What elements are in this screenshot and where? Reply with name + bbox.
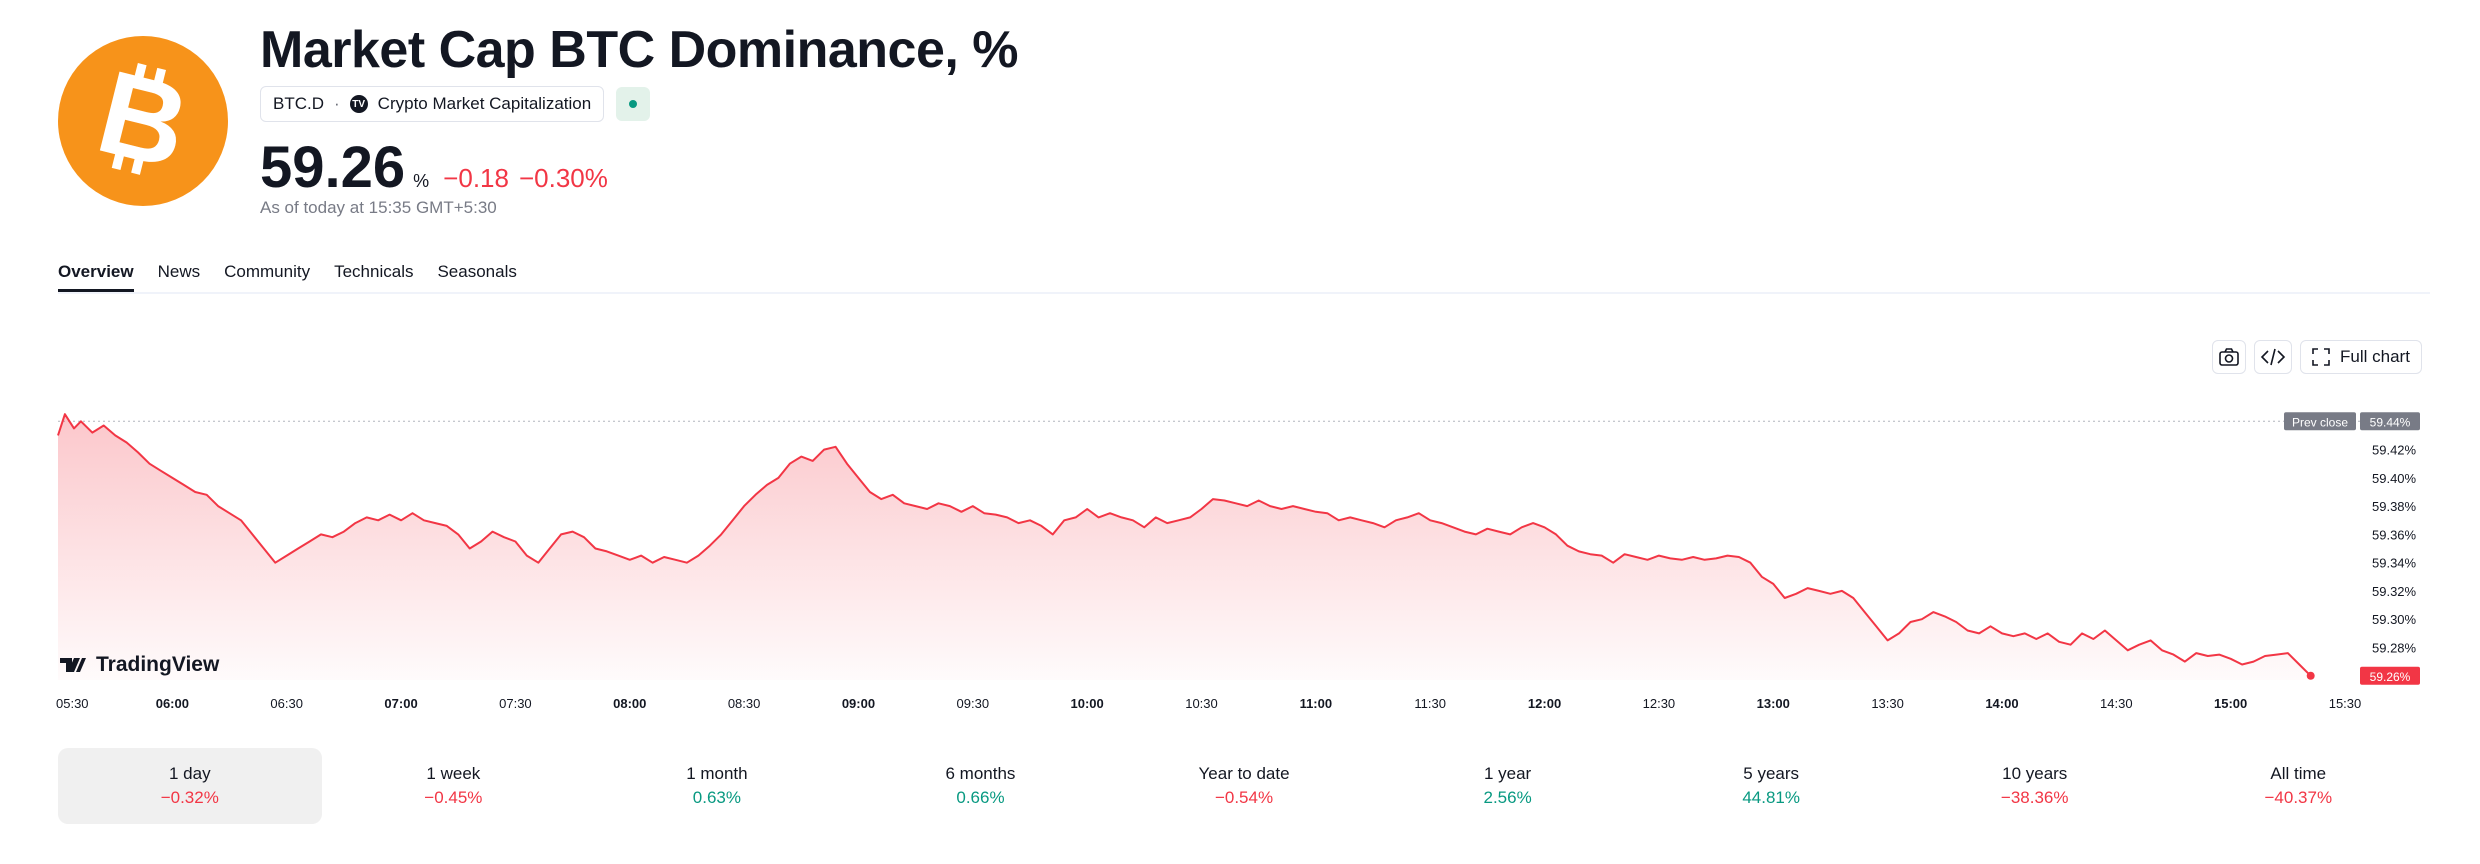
y-tick-label: 59.34%: [2372, 556, 2417, 571]
change-absolute: −0.18: [443, 163, 509, 193]
full-chart-button[interactable]: Full chart: [2300, 340, 2422, 374]
period-label: 6 months: [945, 764, 1016, 783]
price-unit: %: [413, 171, 430, 191]
x-tick-label: 07:00: [384, 696, 417, 711]
x-tick-label: 06:30: [270, 696, 303, 711]
x-tick-label: 10:00: [1071, 696, 1104, 711]
separator: ·: [334, 94, 340, 113]
section-tabs: Overview News Community Technicals Seaso…: [58, 262, 2430, 294]
period-1-day[interactable]: 1 day −0.32%: [58, 748, 322, 824]
period-1-week[interactable]: 1 week −0.45%: [322, 748, 586, 824]
period-1-month[interactable]: 1 month 0.63%: [585, 748, 849, 824]
code-icon: [2260, 348, 2286, 366]
period-value: −0.54%: [1214, 788, 1274, 807]
embed-button[interactable]: [2254, 340, 2292, 374]
bitcoin-logo-icon: B: [58, 36, 228, 206]
last-price-badge: [2360, 666, 2420, 685]
period-label: 1 year: [1483, 764, 1532, 783]
prev-close-badge: [2284, 412, 2356, 431]
period-5-years[interactable]: 5 years 44.81%: [1639, 748, 1903, 824]
prev-close-label: Prev close: [2292, 415, 2348, 429]
period-value: −40.37%: [2264, 788, 2333, 807]
period-label: All time: [2270, 764, 2327, 783]
market-status-badge[interactable]: [616, 87, 651, 121]
price-series-line: [57, 413, 2312, 677]
x-tick-label: 12:00: [1528, 696, 1561, 711]
period-value: −0.45%: [424, 788, 483, 807]
tradingview-mark: [60, 658, 86, 672]
change-percent: −0.30%: [518, 163, 608, 193]
x-tick-label: 09:30: [957, 696, 990, 711]
fullscreen-icon: [2312, 348, 2330, 366]
period-6-months[interactable]: 6 months 0.66%: [849, 748, 1113, 824]
period-value: 44.81%: [1742, 788, 1800, 807]
y-tick-label: 59.42%: [2372, 443, 2417, 458]
y-tick-label: 59.36%: [2372, 527, 2417, 542]
period-label: Year to date: [1198, 764, 1290, 783]
period-value: 0.66%: [956, 788, 1005, 807]
tradingview-icon: TV: [349, 95, 368, 113]
status-dot-icon: [629, 100, 638, 108]
x-tick-label: 05:30: [56, 696, 89, 711]
y-tick-label: 59.32%: [2372, 584, 2417, 599]
x-tick-label: 13:30: [1871, 696, 1904, 711]
x-tick-label: 08:00: [613, 696, 646, 711]
x-tick-label: 13:00: [1757, 696, 1790, 711]
period-value: −0.32%: [160, 788, 219, 807]
x-tick-label: 09:00: [842, 696, 875, 711]
period-all-time[interactable]: All time −40.37%: [2167, 748, 2431, 824]
last-price-value: 59.26%: [2370, 670, 2411, 684]
x-tick-label: 14:00: [1985, 696, 2018, 711]
price-row: 59.26 % −0.18 −0.30%: [260, 134, 608, 201]
symbol-chips: BTC.D · TV Crypto Market Capitalization: [260, 86, 651, 122]
x-tick-label: 12:30: [1643, 696, 1676, 711]
x-tick-label: 11:00: [1300, 696, 1333, 711]
tab-technicals[interactable]: Technicals: [334, 262, 414, 281]
tab-seasonals[interactable]: Seasonals: [437, 262, 517, 281]
period-value: 0.63%: [692, 788, 741, 807]
y-tick-label: 59.28%: [2372, 640, 2417, 655]
prev-close-value-badge: [2360, 412, 2420, 431]
tab-community[interactable]: Community: [224, 262, 311, 281]
period-value: −38.36%: [2000, 788, 2069, 807]
y-tick-label: 59.30%: [2372, 612, 2417, 627]
y-tick-label: 59.38%: [2372, 499, 2417, 514]
period-label: 1 week: [426, 764, 481, 783]
symbol-chip[interactable]: BTC.D · TV Crypto Market Capitalization: [260, 86, 605, 122]
period-1-year[interactable]: 1 year 2.56%: [1376, 748, 1640, 824]
period-label: 1 month: [686, 764, 748, 783]
full-chart-label: Full chart: [2340, 347, 2410, 366]
price-chart[interactable]: 59.44% 59.42% 59.40% 59.38% 59.36% 59.34% 59.3…: [0, 390, 2480, 720]
x-tick-label: 15:30: [2329, 696, 2362, 711]
x-tick-label: 07:30: [499, 696, 532, 711]
page-title: Market Cap BTC Dominance, %: [260, 21, 1019, 79]
x-tick-label: 10:30: [1185, 696, 1218, 711]
prev-close-value: 59.44%: [2370, 415, 2411, 429]
last-price-point: [2306, 671, 2315, 680]
source-label: Crypto Market Capitalization: [377, 94, 592, 113]
camera-icon: [2219, 348, 2239, 366]
screenshot-button[interactable]: [2212, 340, 2246, 374]
x-tick-label: 14:30: [2100, 696, 2133, 711]
period-label: 1 day: [168, 764, 211, 783]
current-price: 59.26: [260, 135, 406, 200]
x-tick-label: 15:00: [2214, 696, 2247, 711]
price-area-fill: [58, 414, 2311, 680]
period-performance: 1 day −0.32% 1 week −0.45% 1 month 0.63%…: [58, 748, 2430, 824]
tab-news[interactable]: News: [157, 262, 201, 281]
as-of-timestamp: As of today at 15:35 GMT+5:30: [260, 198, 497, 217]
period-10-years[interactable]: 10 years −38.36%: [1903, 748, 2167, 824]
x-tick-label: 06:00: [156, 696, 189, 711]
period-year-to-date[interactable]: Year to date −0.54%: [1112, 748, 1376, 824]
period-label: 5 years: [1743, 764, 1800, 783]
x-tick-label: 11:30: [1414, 696, 1446, 711]
symbol-label: BTC.D: [273, 94, 324, 113]
x-tick-label: 08:30: [728, 696, 761, 711]
period-value: 2.56%: [1483, 788, 1532, 807]
watermark-text: TradingView: [96, 653, 220, 676]
period-label: 10 years: [2002, 764, 2068, 783]
tradingview-logo-icon: TradingView: [60, 653, 220, 676]
y-tick-label: 59.40%: [2372, 471, 2417, 486]
tab-overview[interactable]: Overview: [58, 262, 134, 292]
